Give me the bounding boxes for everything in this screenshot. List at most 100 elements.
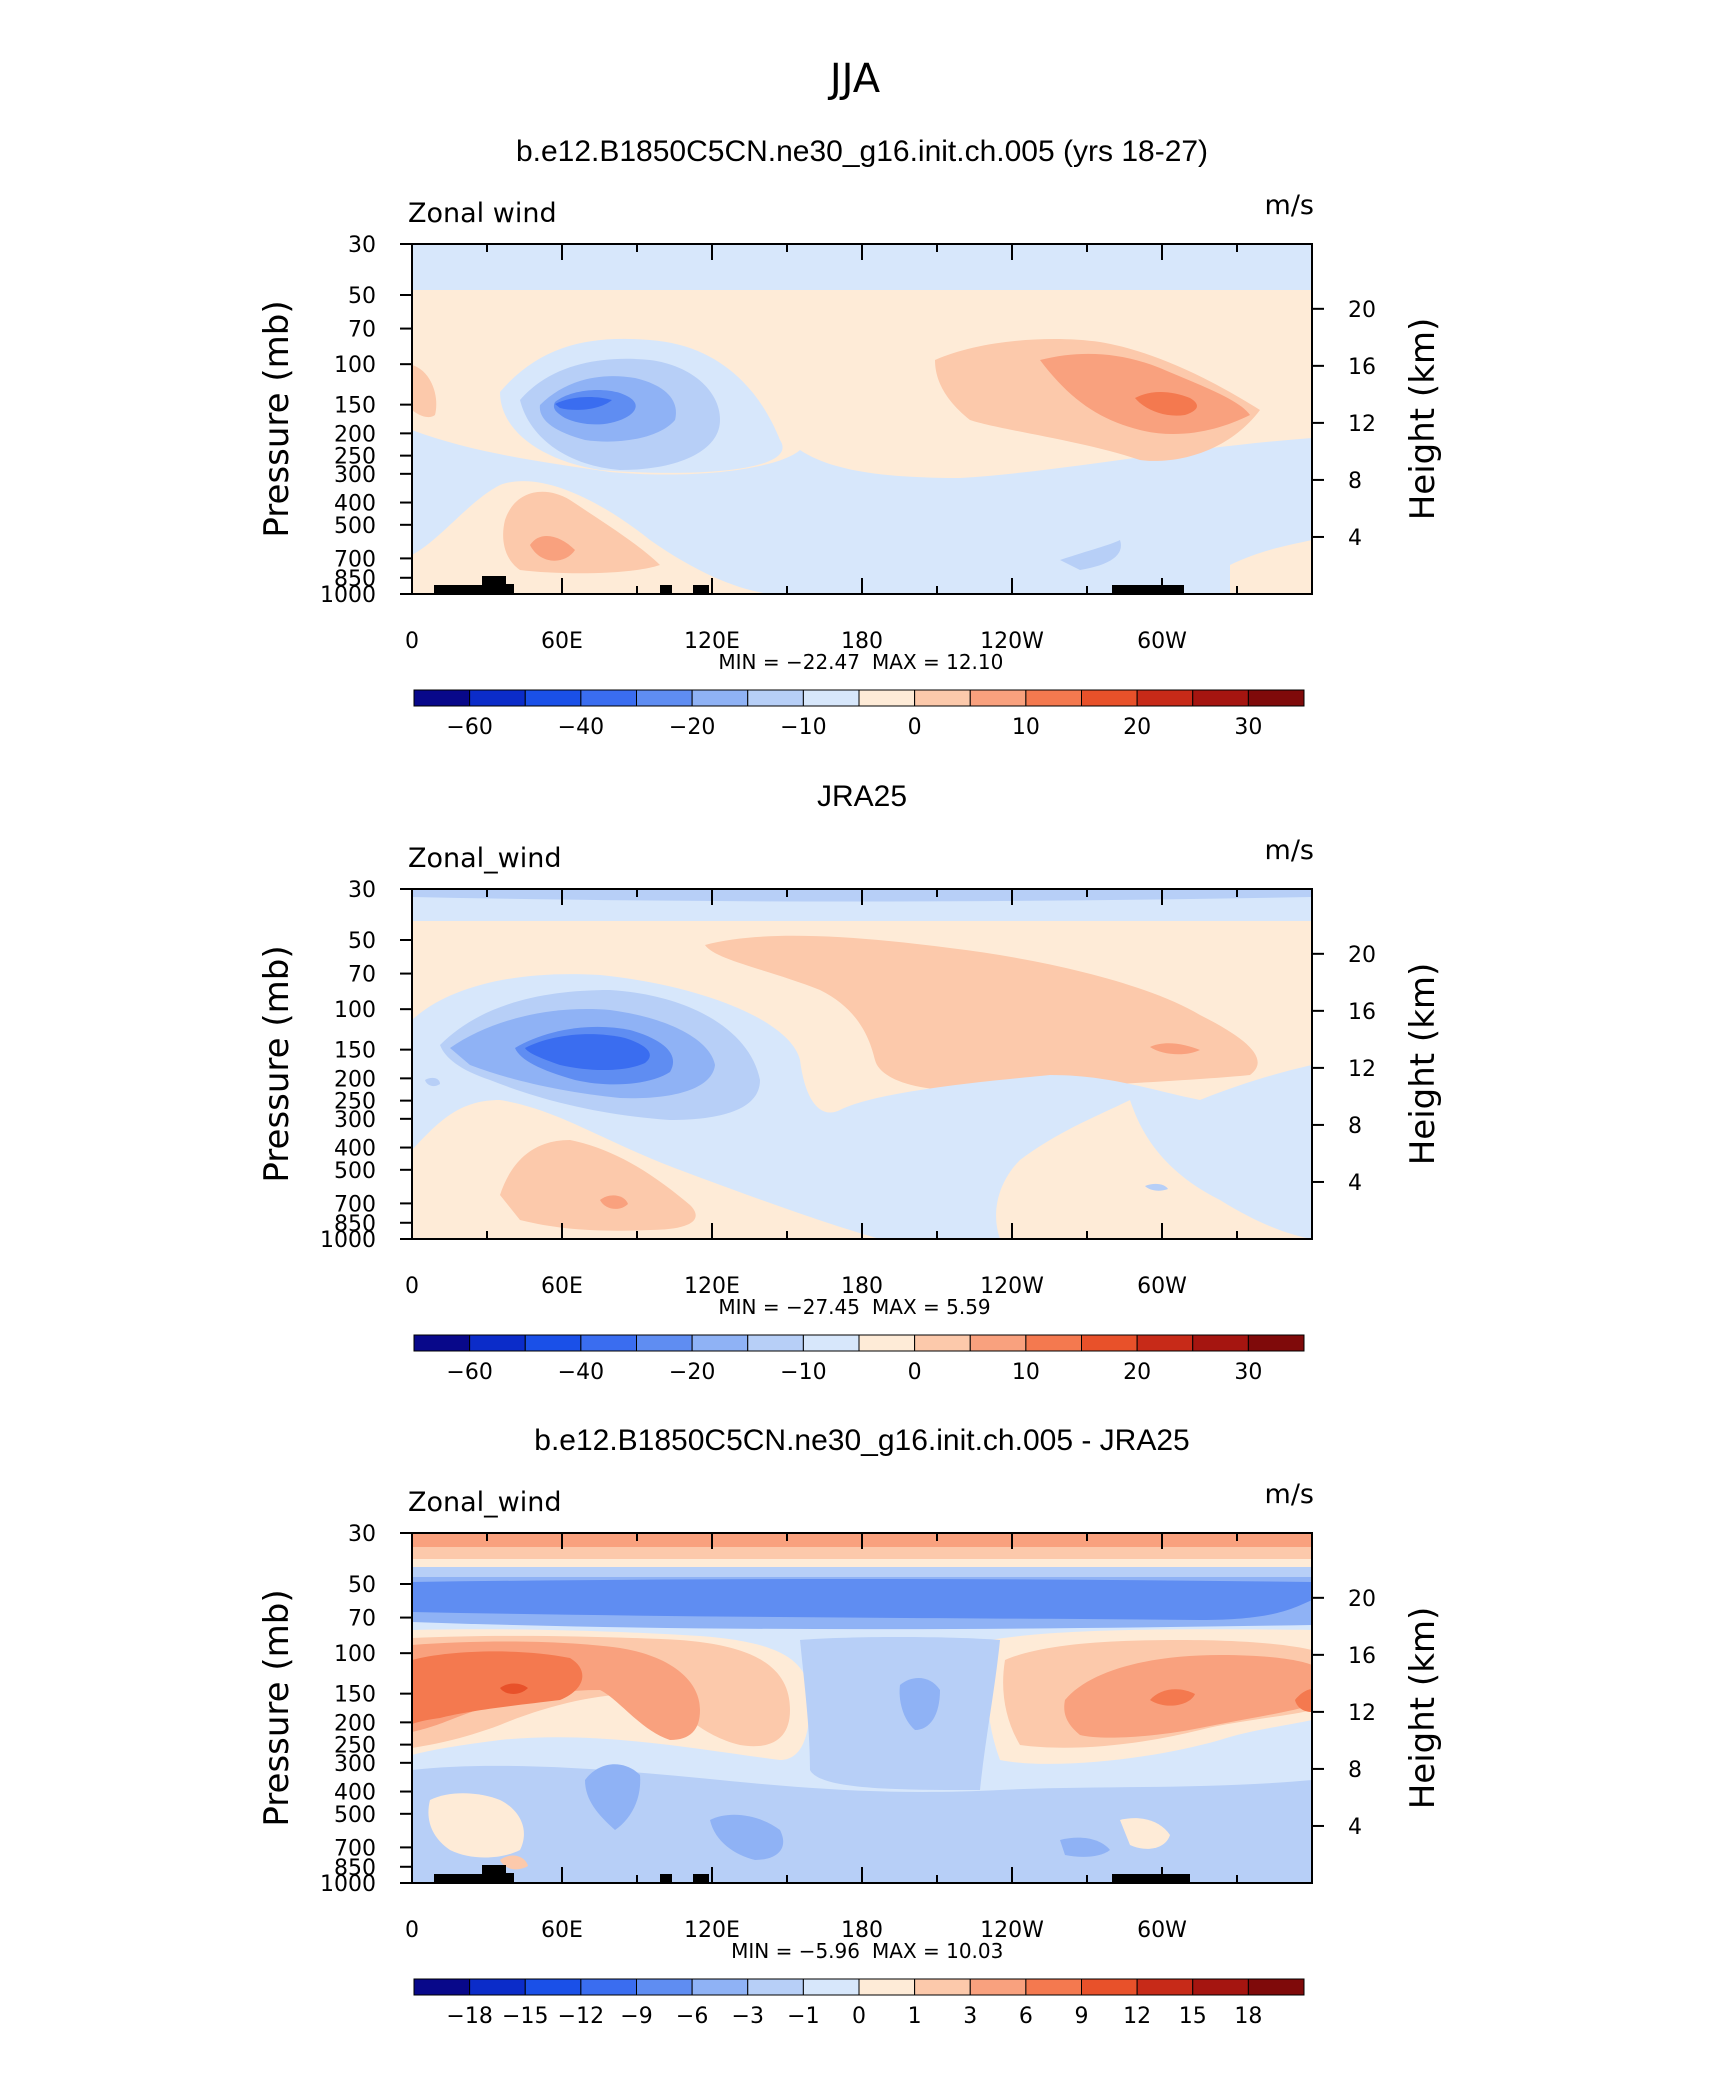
variable-label: Zonal_wind	[408, 843, 562, 874]
x-tick-label: 180	[841, 629, 883, 654]
contour-field	[412, 244, 1312, 594]
panel-title: b.e12.B1850C5CN.ne30_g16.init.ch.005 - J…	[534, 1424, 1189, 1457]
y-axis-title: Pressure (mb)	[257, 1589, 297, 1826]
y-tick-label: 1000	[320, 1872, 376, 1897]
x-tick-label: 60W	[1137, 1274, 1187, 1299]
colorbar-label: 10	[1012, 715, 1040, 740]
colorbar-swatch	[1192, 1978, 1249, 1996]
y2-axis: 20 16 12 8 4	[1312, 943, 1376, 1196]
colorbar-label: 9	[1075, 2004, 1089, 2029]
colorbar-label: 0	[852, 2004, 866, 2029]
colorbar-swatch	[969, 1978, 1027, 1996]
y2-tick-label: 8	[1348, 469, 1362, 494]
max-value: MAX = 10.03	[872, 1939, 1003, 1963]
colorbar-label: −60	[446, 715, 492, 740]
colorbar-swatch	[802, 689, 860, 707]
colorbar-swatch	[1136, 1334, 1194, 1352]
contour-fill-warm-3	[1135, 392, 1197, 416]
colorbar-swatch	[636, 1334, 693, 1352]
y-tick-label: 70	[348, 963, 376, 988]
x-tick-label: 60W	[1137, 1918, 1187, 1943]
min-value: MIN = −5.96	[731, 1939, 860, 1963]
y2-axis-title: Height (km)	[1403, 963, 1443, 1166]
contour-fill-right-blue	[1145, 1183, 1168, 1191]
colorbar-label: −10	[780, 1360, 826, 1385]
y2-tick-label: 4	[1348, 526, 1362, 551]
contour-fill-warm-spot	[1150, 1043, 1200, 1055]
colorbar-swatch	[413, 1978, 471, 1996]
contour-fill-low-blue-2	[585, 1764, 641, 1830]
y-tick-label: 70	[348, 1607, 376, 1632]
y-tick-label: 300	[334, 463, 376, 488]
colorbar-label: −60	[446, 1360, 492, 1385]
colorbar: −18 −15 −12 −9 −6 −3 −1 0 1 3 6 9 12 15 18	[413, 1978, 1305, 2029]
colorbar-swatch	[636, 689, 693, 707]
contour-fill-left-edge	[412, 365, 437, 418]
y-tick-label: 250	[334, 1734, 376, 1759]
colorbar-label: 0	[908, 1360, 922, 1385]
colorbar-label: −1	[787, 2004, 819, 2029]
y-tick-label: 50	[348, 284, 376, 309]
y-tick-label: 150	[334, 394, 376, 419]
colorbar-swatch	[580, 1978, 637, 1996]
y2-axis-title: Height (km)	[1403, 318, 1443, 521]
colorbar-label: 3	[963, 2004, 977, 2029]
colorbar-swatch	[524, 1978, 582, 1996]
colorbar-swatch	[747, 1978, 804, 1996]
units-label: m/s	[1265, 835, 1314, 866]
contour-field	[412, 1533, 1312, 1883]
colorbar-label: −20	[669, 715, 715, 740]
variable-label: Zonal_wind	[408, 1487, 562, 1518]
x-tick-label: 120E	[684, 1274, 740, 1299]
colorbar-swatch	[524, 1334, 582, 1352]
y-tick-label: 50	[348, 1573, 376, 1598]
x-tick-label: 0	[405, 1274, 419, 1299]
y2-tick-label: 20	[1348, 943, 1376, 968]
contour-fill-warm-right-edge	[1295, 1689, 1312, 1712]
colorbar-label: 18	[1234, 2004, 1262, 2029]
colorbar-swatch	[580, 1334, 637, 1352]
y-tick-label: 500	[334, 1803, 376, 1828]
y-tick-label: 100	[334, 353, 376, 378]
y-tick-label: 1000	[320, 583, 376, 608]
colorbar-label: −18	[446, 2004, 492, 2029]
x-axis: 0 60E 120E 180 120W 60W	[405, 244, 1313, 654]
colorbar-label: −3	[732, 2004, 764, 2029]
colorbar-swatch	[580, 689, 637, 707]
contour-fill-low-warm-patch-2	[500, 1855, 528, 1870]
colorbar-label: 15	[1179, 2004, 1207, 2029]
y2-tick-label: 4	[1348, 1171, 1362, 1196]
x-tick-label: 120W	[980, 1918, 1044, 1943]
colorbar: −60 −40 −20 −10 0 10 20 30	[413, 689, 1305, 740]
colorbar-swatch	[1247, 689, 1305, 707]
y-tick-label: 500	[334, 514, 376, 539]
y-axis-title: Pressure (mb)	[257, 300, 297, 537]
x-tick-label: 0	[405, 629, 419, 654]
colorbar-label: −40	[558, 715, 604, 740]
x-tick-label: 120E	[684, 1918, 740, 1943]
colorbar-swatch	[802, 1334, 860, 1352]
colorbar-swatch	[691, 1334, 749, 1352]
y2-axis: 20 16 12 8 4	[1312, 1587, 1376, 1840]
colorbar-swatch	[858, 1334, 916, 1352]
colorbar-label: 20	[1123, 1360, 1151, 1385]
panel-1: b.e12.B1850C5CN.ne30_g16.init.ch.005 (yr…	[257, 135, 1443, 740]
colorbar-swatch	[1081, 1978, 1138, 1996]
units-label: m/s	[1265, 1479, 1314, 1510]
y-tick-label: 100	[334, 998, 376, 1023]
colorbar-swatch	[914, 1978, 971, 1996]
y-tick-label: 250	[334, 445, 376, 470]
y-tick-label: 50	[348, 929, 376, 954]
y-tick-label: 700	[334, 1836, 376, 1861]
y-tick-label: 200	[334, 1067, 376, 1092]
colorbar-swatch	[1136, 1978, 1194, 1996]
units-label: m/s	[1265, 190, 1314, 221]
colorbar-label: −15	[502, 2004, 548, 2029]
contour-fill-upper-blue-edge	[412, 1567, 1312, 1577]
x-tick-label: 60E	[541, 1274, 583, 1299]
colorbar-label: −9	[620, 2004, 652, 2029]
colorbar-swatch	[914, 689, 971, 707]
colorbar-swatch	[1081, 689, 1138, 707]
